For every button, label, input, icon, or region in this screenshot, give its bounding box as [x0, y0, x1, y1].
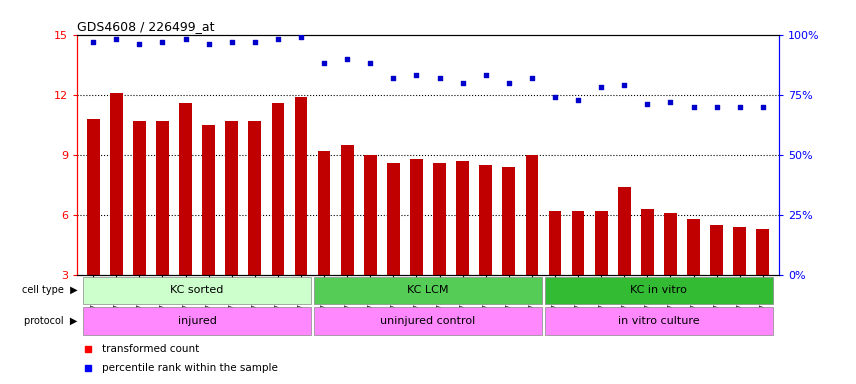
- Bar: [271, 103, 284, 275]
- Bar: [313, 307, 543, 335]
- Bar: [202, 125, 215, 275]
- Point: [387, 75, 401, 81]
- Bar: [225, 121, 238, 275]
- Bar: [618, 187, 631, 275]
- Bar: [502, 167, 515, 275]
- Bar: [179, 103, 192, 275]
- Bar: [410, 159, 423, 275]
- Point: [86, 39, 100, 45]
- Point: [594, 84, 608, 91]
- Point: [341, 56, 354, 62]
- Point: [756, 104, 770, 110]
- Point: [733, 104, 746, 110]
- Bar: [710, 225, 723, 275]
- Point: [710, 104, 723, 110]
- Bar: [479, 165, 492, 275]
- Bar: [318, 151, 330, 275]
- Text: cell type  ▶: cell type ▶: [22, 285, 78, 295]
- Point: [502, 79, 515, 86]
- Point: [617, 82, 631, 88]
- Point: [479, 73, 492, 79]
- Text: GDS4608 / 226499_at: GDS4608 / 226499_at: [77, 20, 215, 33]
- Text: percentile rank within the sample: percentile rank within the sample: [102, 363, 277, 373]
- Point: [364, 60, 377, 66]
- Bar: [133, 121, 146, 275]
- Text: KC sorted: KC sorted: [170, 285, 223, 295]
- Bar: [687, 219, 700, 275]
- Point: [571, 96, 585, 103]
- Bar: [86, 119, 99, 275]
- Bar: [83, 307, 312, 335]
- Bar: [364, 155, 377, 275]
- Bar: [641, 209, 654, 275]
- Text: KC in vitro: KC in vitro: [631, 285, 687, 295]
- Bar: [313, 277, 543, 304]
- Point: [248, 39, 262, 45]
- Bar: [544, 307, 773, 335]
- Bar: [664, 213, 677, 275]
- Bar: [433, 163, 446, 275]
- Bar: [248, 121, 261, 275]
- Bar: [549, 211, 562, 275]
- Point: [640, 101, 654, 108]
- Point: [525, 75, 538, 81]
- Point: [156, 39, 169, 45]
- Point: [294, 34, 308, 40]
- Text: uninjured control: uninjured control: [380, 316, 476, 326]
- Bar: [387, 163, 400, 275]
- Bar: [572, 211, 585, 275]
- Point: [455, 79, 469, 86]
- Point: [271, 36, 285, 43]
- Bar: [341, 145, 354, 275]
- Point: [318, 60, 331, 66]
- Bar: [110, 93, 122, 275]
- Text: KC LCM: KC LCM: [407, 285, 449, 295]
- Point: [225, 39, 239, 45]
- Point: [110, 36, 123, 43]
- Bar: [595, 211, 608, 275]
- Point: [410, 73, 424, 79]
- Point: [432, 75, 446, 81]
- Point: [133, 41, 146, 47]
- Point: [202, 41, 216, 47]
- Bar: [294, 97, 307, 275]
- Bar: [526, 155, 538, 275]
- Text: injured: injured: [178, 316, 217, 326]
- Bar: [456, 161, 469, 275]
- Point: [687, 104, 700, 110]
- Point: [179, 36, 193, 43]
- Text: protocol  ▶: protocol ▶: [24, 316, 78, 326]
- Point: [548, 94, 562, 100]
- Point: [663, 99, 677, 105]
- Bar: [757, 229, 770, 275]
- Bar: [544, 277, 773, 304]
- Text: in vitro culture: in vitro culture: [618, 316, 699, 326]
- Text: transformed count: transformed count: [102, 344, 199, 354]
- Bar: [83, 277, 312, 304]
- Bar: [156, 121, 169, 275]
- Bar: [734, 227, 746, 275]
